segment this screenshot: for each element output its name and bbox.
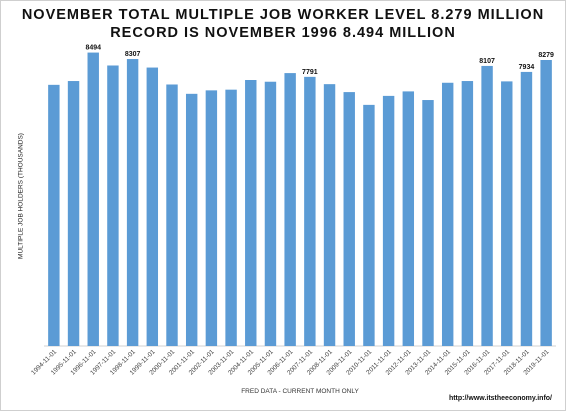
bar	[323, 84, 336, 347]
x-axis-label: FRED DATA - CURRENT MONTH ONLY	[241, 388, 359, 395]
bar	[540, 60, 552, 346]
chart-subtitle: RECORD IS NOVEMBER 1996 8.494 MILLION	[110, 25, 456, 41]
bar	[402, 91, 415, 347]
bar	[304, 76, 316, 347]
bar	[245, 80, 257, 346]
bar	[185, 93, 198, 346]
bar	[461, 81, 474, 346]
bar	[422, 100, 434, 346]
bar	[107, 65, 119, 347]
data-label: 7934	[519, 64, 535, 71]
bar	[520, 71, 533, 347]
bar	[225, 89, 237, 347]
bar	[343, 92, 355, 346]
bar	[481, 65, 493, 346]
data-label: 7791	[302, 69, 318, 76]
data-label: 8307	[125, 51, 141, 58]
data-label: 8107	[479, 58, 495, 65]
data-label: 8494	[85, 45, 101, 52]
bar	[382, 95, 395, 346]
bar	[205, 90, 218, 346]
bar	[87, 52, 99, 346]
bar	[363, 104, 375, 347]
source-url: http://www.itstheeconomy.info/	[448, 395, 552, 402]
bar	[264, 81, 277, 346]
bar	[67, 81, 80, 346]
bar	[284, 73, 296, 346]
bar	[441, 82, 454, 346]
bar	[501, 81, 513, 346]
bar	[166, 84, 178, 347]
data-label: 8279	[538, 52, 554, 59]
bar	[146, 67, 159, 346]
bar	[48, 84, 60, 346]
y-axis-label: MULTIPLE JOB HOLDERS (THOUSANDS)	[17, 133, 25, 259]
chart-title: NOVEMBER TOTAL MULTIPLE JOB WORKER LEVEL…	[21, 7, 545, 23]
bar	[126, 59, 139, 346]
